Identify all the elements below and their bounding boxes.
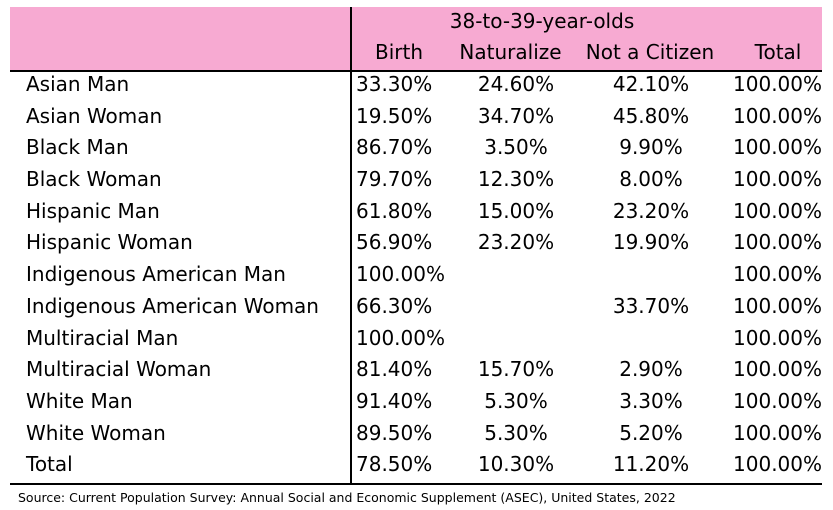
cell-birth: 33.30%: [356, 72, 433, 96]
table-row: Black Man 86.70% 3.50% 9.90% 100.00%: [10, 135, 822, 167]
cell-birth: 19.50%: [356, 103, 433, 128]
table-row: White Man 91.40% 5.30% 3.30% 100.00%: [10, 389, 822, 421]
row-label: Black Man: [26, 135, 129, 160]
table-row: Indigenous American Woman 66.30% 33.70% 100…: [10, 294, 822, 326]
row-label: White Man: [26, 388, 133, 413]
table-body: Asian Man 33.30% 24.60% 42.10% 100.00% Asian …: [10, 72, 822, 482]
table-row: Hispanic Man 61.80% 15.00% 23.20% 100.00%: [10, 199, 822, 231]
column-header-total: Total: [754, 40, 802, 64]
row-label: Indigenous American Woman: [26, 293, 319, 318]
table-row: Hispanic Woman 56.90% 23.20% 19.90% 100.00%: [10, 230, 822, 262]
cell-naturalize: 24.60%: [477, 72, 555, 96]
table-row: Total 78.50% 10.30% 11.20% 100.00%: [10, 452, 822, 482]
cell-total: 100.00%: [733, 293, 822, 318]
cell-naturalize: 5.30%: [484, 388, 548, 413]
column-divider: [350, 7, 352, 484]
cell-not-a-citizen: 2.90%: [619, 357, 683, 382]
cell-not-a-citizen: 42.10%: [612, 72, 690, 96]
row-label: Multiracial Man: [26, 325, 179, 350]
cell-total: 100.00%: [733, 388, 822, 413]
column-header-not-a-citizen: Not a Citizen: [585, 40, 715, 64]
cell-birth: 100.00%: [356, 325, 445, 350]
cell-total: 100.00%: [733, 452, 822, 477]
cell-naturalize: 15.00%: [477, 198, 555, 223]
cell-total: 100.00%: [733, 420, 822, 445]
row-label: Indigenous American Man: [26, 262, 286, 287]
cell-total: 100.00%: [733, 357, 822, 382]
bottom-rule: [10, 483, 822, 485]
cell-naturalize: 12.30%: [477, 167, 555, 192]
cell-total: 100.00%: [733, 167, 822, 192]
cell-birth: 100.00%: [356, 262, 445, 287]
cell-total: 100.00%: [733, 72, 822, 96]
table-row: Indigenous American Man 100.00% 100.00%: [10, 262, 822, 294]
cell-birth: 91.40%: [356, 388, 433, 413]
cell-naturalize: 23.20%: [477, 230, 555, 255]
row-label: Hispanic Man: [26, 198, 160, 223]
cell-total: 100.00%: [733, 103, 822, 128]
table-row: Black Woman 79.70% 12.30% 8.00% 100.00%: [10, 167, 822, 199]
cell-total: 100.00%: [733, 262, 822, 287]
cell-not-a-citizen: 23.20%: [612, 198, 690, 223]
table-row: Asian Woman 19.50% 34.70% 45.80% 100.00%: [10, 104, 822, 136]
table-row: Multiracial Woman 81.40% 15.70% 2.90% 100.00…: [10, 357, 822, 389]
cell-not-a-citizen: 19.90%: [612, 230, 690, 255]
row-label: Hispanic Woman: [26, 230, 193, 255]
cell-birth: 89.50%: [356, 420, 433, 445]
column-header-naturalize: Naturalize: [459, 40, 562, 64]
table-row: White Woman 89.50% 5.30% 5.20% 100.00%: [10, 421, 822, 453]
cell-total: 100.00%: [733, 135, 822, 160]
cell-not-a-citizen: 45.80%: [612, 103, 690, 128]
row-label: Total: [26, 452, 73, 477]
group-header: 38-to-39-year-olds: [449, 9, 635, 33]
column-header-birth: Birth: [374, 40, 424, 64]
cell-birth: 79.70%: [356, 167, 433, 192]
cell-birth: 56.90%: [356, 230, 433, 255]
cell-birth: 86.70%: [356, 135, 433, 160]
cell-naturalize: 34.70%: [477, 103, 555, 128]
cell-not-a-citizen: 8.00%: [619, 167, 683, 192]
cell-not-a-citizen: 11.20%: [612, 452, 690, 477]
source-note: Source: Current Population Survey: Annua…: [18, 490, 676, 505]
cell-total: 100.00%: [733, 325, 822, 350]
header-rule: [10, 70, 822, 72]
data-table: 38-to-39-year-olds Birth Naturalize Not …: [10, 7, 822, 485]
table-header: 38-to-39-year-olds Birth Naturalize Not …: [10, 7, 822, 71]
cell-birth: 66.30%: [356, 293, 433, 318]
cell-naturalize: 3.50%: [484, 135, 548, 160]
table-row: Asian Man 33.30% 24.60% 42.10% 100.00%: [10, 72, 822, 104]
row-label: Asian Woman: [26, 103, 163, 128]
cell-not-a-citizen: 5.20%: [619, 420, 683, 445]
cell-not-a-citizen: 33.70%: [612, 293, 690, 318]
row-label: Multiracial Woman: [26, 357, 212, 382]
row-label: Black Woman: [26, 167, 162, 192]
cell-birth: 78.50%: [356, 452, 433, 477]
cell-not-a-citizen: 3.30%: [619, 388, 683, 413]
cell-naturalize: 10.30%: [477, 452, 555, 477]
cell-naturalize: 15.70%: [477, 357, 555, 382]
cell-total: 100.00%: [733, 198, 822, 223]
row-label: Asian Man: [26, 72, 130, 96]
cell-naturalize: 5.30%: [484, 420, 548, 445]
cell-birth: 81.40%: [356, 357, 433, 382]
cell-not-a-citizen: 9.90%: [619, 135, 683, 160]
cell-birth: 61.80%: [356, 198, 433, 223]
table-row: Multiracial Man 100.00% 100.00%: [10, 326, 822, 358]
cell-total: 100.00%: [733, 230, 822, 255]
row-label: White Woman: [26, 420, 166, 445]
